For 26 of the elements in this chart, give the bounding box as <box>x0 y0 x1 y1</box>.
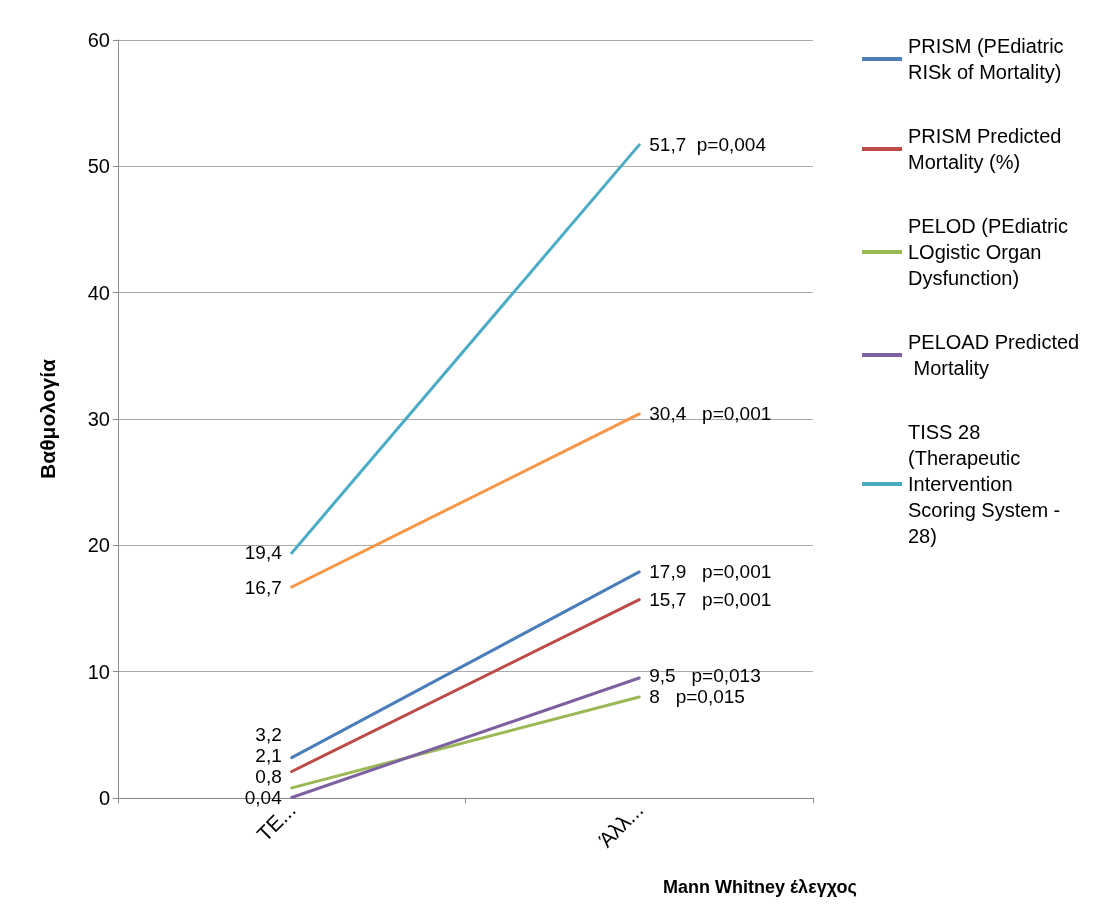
data-label: 16,7 <box>244 576 282 598</box>
data-label: 30,4 p=0,001 <box>649 403 772 425</box>
data-label: 3,2 <box>255 723 282 745</box>
legend-label: PELOD (PEdiatric LOgistic Organ Dysfunction) <box>908 215 1074 289</box>
y-tick-label: 40 <box>87 281 110 304</box>
y-axis-title: Βαθμολογία <box>36 359 59 479</box>
legend-label: TISS 28 (Therapeutic Intervention Scoring System - 28) <box>908 421 1066 547</box>
legend-label: PRISM (PEdiatric RISk of Mortality) <box>908 35 1070 83</box>
data-label: 0,04 <box>244 786 283 808</box>
y-tick-label: 60 <box>87 29 110 51</box>
x-axis-title: Mann Whitney έλεγχος <box>663 877 857 897</box>
data-label: 9,5 p=0,013 <box>649 665 761 687</box>
y-tick-label: 10 <box>87 660 110 683</box>
data-label: 19,4 <box>244 542 283 564</box>
legend-label: PRISM Predicted Mortality (%) <box>908 125 1067 173</box>
data-label: 15,7 p=0,001 <box>649 589 772 611</box>
y-tick-label: 50 <box>87 155 110 178</box>
legend-label: PELOAD Predicted Mortality <box>908 331 1080 379</box>
y-tick-label: 30 <box>87 408 110 430</box>
data-label: 0,8 <box>255 765 282 787</box>
data-label: 8 p=0,015 <box>649 686 745 708</box>
data-label: 17,9 p=0,001 <box>649 561 772 583</box>
data-label: 51,7 p=0,004 <box>649 134 767 156</box>
data-label: 2,1 <box>255 744 282 766</box>
y-tick-label: 20 <box>87 534 110 557</box>
y-tick-label: 0 <box>98 787 110 809</box>
